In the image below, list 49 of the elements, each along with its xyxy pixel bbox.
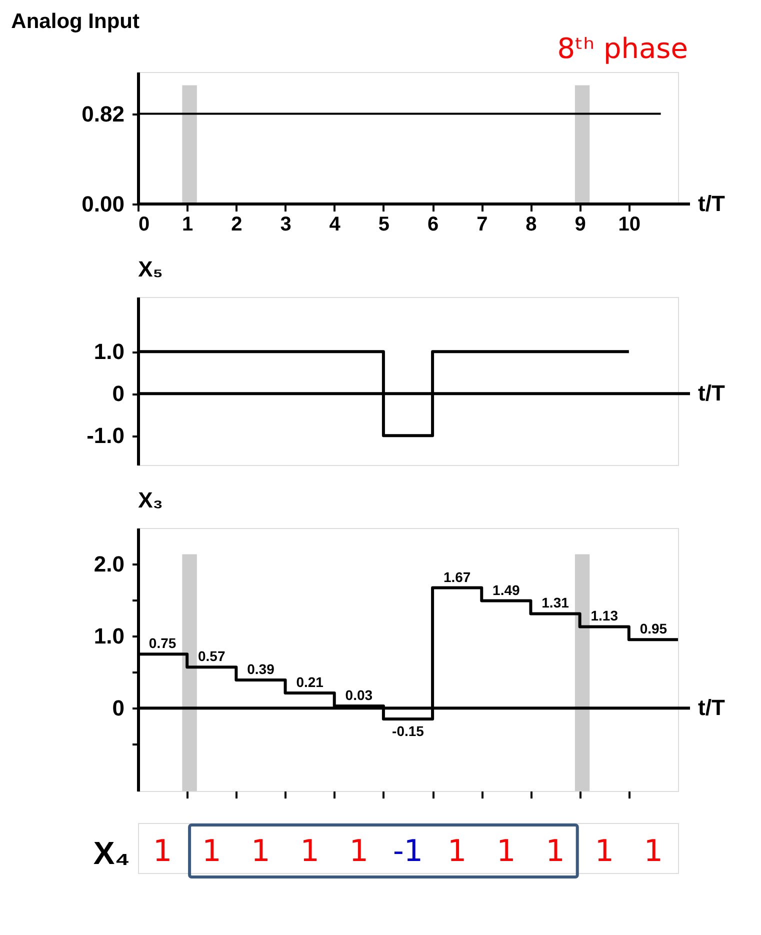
y-tick-label: 2.0: [94, 552, 124, 577]
y-tick-label: -1.0: [86, 423, 124, 448]
x-tick-label: 8: [526, 214, 537, 236]
text: 8ᵗʰ phase: [557, 32, 688, 65]
x-tick-label: 5: [378, 214, 390, 236]
category-label: 1: [349, 834, 368, 869]
data-label: 0.03: [345, 686, 373, 703]
x-axis-title: t/T: [698, 695, 726, 720]
data-label: 0.21: [296, 674, 324, 690]
x-tick-label: 0: [138, 214, 150, 236]
y-tick-label: 0: [112, 696, 124, 721]
text: X₄: [93, 835, 130, 871]
category-label: 1: [251, 834, 270, 869]
x-tick-label: 3: [280, 214, 292, 236]
category-label: 1: [448, 834, 467, 869]
category-label: 1: [300, 834, 320, 869]
data-label: 1.13: [590, 608, 618, 624]
category-label: 1: [202, 834, 222, 869]
y-tick-label: 1.0: [94, 624, 124, 649]
data-label: 0.95: [640, 620, 668, 637]
category-label: 1: [496, 834, 516, 869]
x-axis-title: t/T: [698, 380, 726, 406]
y-axis-title: X₃: [138, 488, 163, 512]
x-tick-label: 7: [476, 214, 488, 236]
category-label: 1: [594, 834, 614, 869]
x-tick-label: 1: [182, 214, 194, 236]
x-tick-label: 6: [427, 214, 439, 236]
y-tick-label: 1.0: [94, 339, 124, 364]
x-tick-label: 10: [618, 214, 641, 236]
y-axis-title: X₅: [138, 256, 163, 282]
x-tick-label: 2: [231, 214, 242, 236]
data-label: -0.15: [392, 722, 424, 739]
y-tick-label: 0: [112, 381, 124, 406]
data-label: 0.39: [247, 661, 275, 678]
data-label: 1.49: [492, 582, 520, 598]
data-label: 0.57: [198, 648, 226, 664]
y-tick-label: 0.00: [82, 192, 124, 216]
chart-title: Analog Input: [11, 10, 140, 33]
data-label: 1.67: [443, 568, 471, 585]
data-label: 1.31: [542, 594, 570, 611]
x-axis-title: t/T: [698, 191, 726, 216]
x-tick-label: 9: [574, 214, 586, 236]
data-label: 0.75: [148, 635, 176, 652]
x-tick-label: 4: [329, 214, 342, 236]
category-label: 1: [153, 834, 172, 869]
category-label: -1: [393, 834, 423, 869]
y-tick-label: 0.82: [82, 101, 124, 126]
category-label: 1: [546, 834, 565, 869]
category-label: 1: [644, 834, 663, 869]
